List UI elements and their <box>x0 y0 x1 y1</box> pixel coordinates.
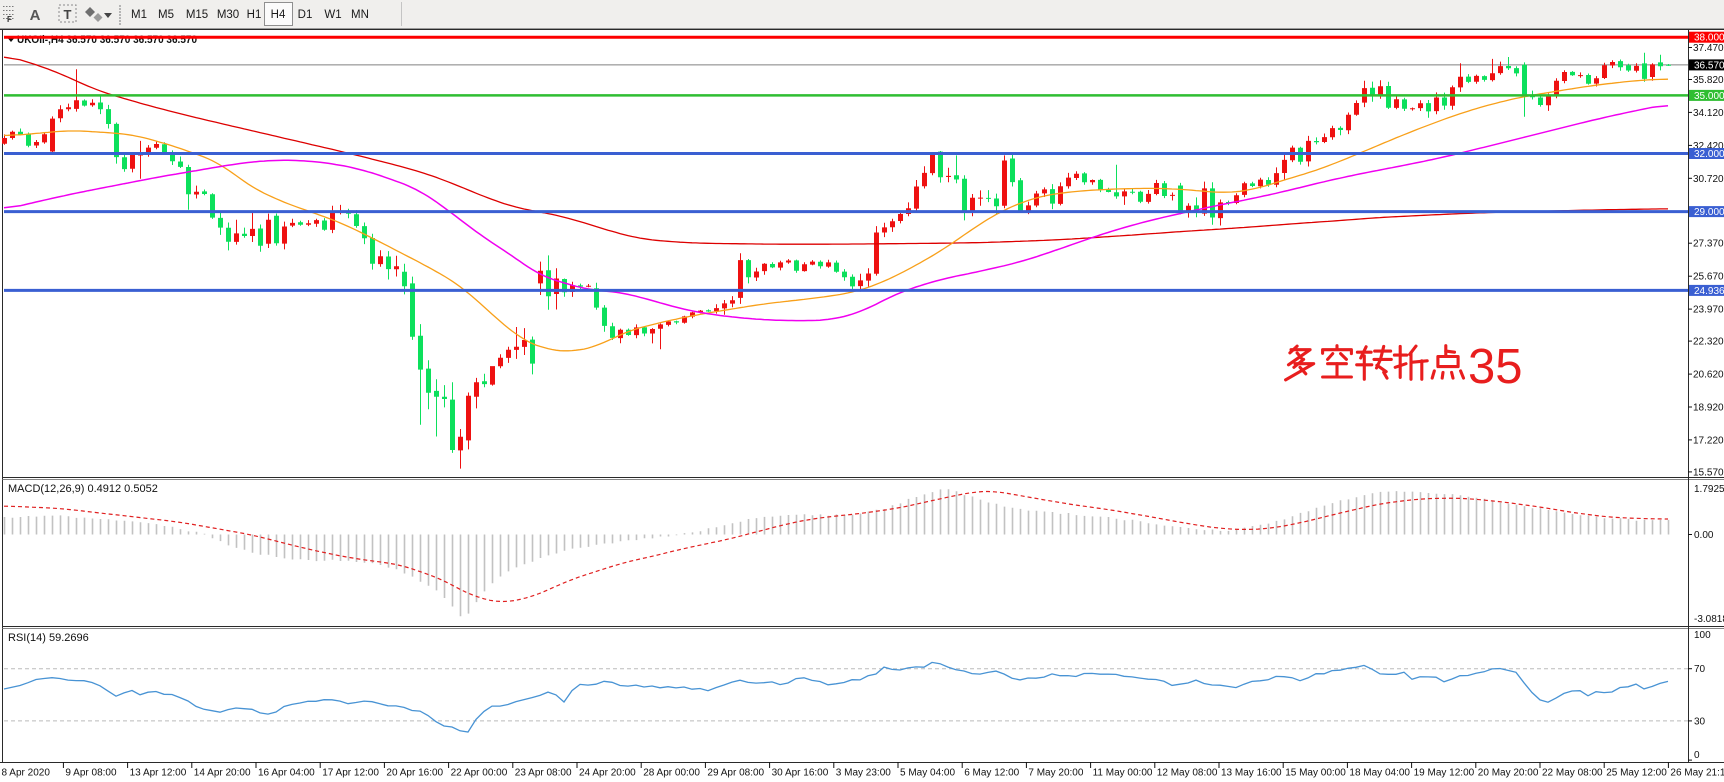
svg-text:24.936: 24.936 <box>1694 286 1724 297</box>
svg-text:20.620: 20.620 <box>1693 370 1724 381</box>
svg-text:17.220: 17.220 <box>1693 435 1724 446</box>
svg-text:MACD(12,26,9) 0.4912 0.5052: MACD(12,26,9) 0.4912 0.5052 <box>8 483 158 495</box>
svg-text:100: 100 <box>1694 630 1711 641</box>
svg-text:30: 30 <box>1694 716 1706 727</box>
svg-text:18.920: 18.920 <box>1693 403 1724 414</box>
svg-text:W1: W1 <box>324 9 341 21</box>
svg-text:70: 70 <box>1694 664 1706 675</box>
svg-text:A: A <box>30 7 41 24</box>
svg-text:M30: M30 <box>217 9 239 21</box>
svg-text:22 Apr 00:00: 22 Apr 00:00 <box>451 768 508 779</box>
svg-text:9 Apr 08:00: 9 Apr 08:00 <box>65 768 117 779</box>
svg-text:37.470: 37.470 <box>1693 43 1724 54</box>
svg-text:25 May 12:00: 25 May 12:00 <box>1606 768 1667 779</box>
svg-text:M1: M1 <box>131 9 147 21</box>
svg-text:0: 0 <box>1694 750 1700 761</box>
svg-text:23 Apr 08:00: 23 Apr 08:00 <box>515 768 572 779</box>
svg-text:6 May 12:00: 6 May 12:00 <box>964 768 1019 779</box>
svg-text:12 May 08:00: 12 May 08:00 <box>1157 768 1218 779</box>
svg-text:D1: D1 <box>298 9 313 21</box>
svg-text:H1: H1 <box>247 9 262 21</box>
svg-text:13 Apr 12:00: 13 Apr 12:00 <box>130 768 187 779</box>
svg-text:15 May 00:00: 15 May 00:00 <box>1285 768 1346 779</box>
svg-text:35.820: 35.820 <box>1693 75 1724 86</box>
svg-text:26 May 21:15: 26 May 21:15 <box>1670 768 1724 779</box>
svg-text:36.570: 36.570 <box>1694 60 1724 71</box>
svg-text:T: T <box>64 7 72 22</box>
svg-text:35: 35 <box>1468 340 1523 394</box>
svg-text:22.320: 22.320 <box>1693 337 1724 348</box>
svg-text:F: F <box>7 15 12 24</box>
svg-text:25.670: 25.670 <box>1693 272 1724 283</box>
svg-text:3 May 23:00: 3 May 23:00 <box>836 768 891 779</box>
svg-text:RSI(14) 59.2696: RSI(14) 59.2696 <box>8 632 89 644</box>
svg-text:M5: M5 <box>158 9 174 21</box>
svg-text:19 May 12:00: 19 May 12:00 <box>1414 768 1475 779</box>
svg-text:20 Apr 16:00: 20 Apr 16:00 <box>386 768 443 779</box>
svg-text:34.120: 34.120 <box>1693 108 1724 119</box>
svg-text:11 May 00:00: 11 May 00:00 <box>1093 768 1153 779</box>
svg-text:22 May 08:00: 22 May 08:00 <box>1542 768 1603 779</box>
svg-text:M15: M15 <box>186 9 208 21</box>
svg-text:8 Apr 2020: 8 Apr 2020 <box>2 768 51 779</box>
svg-text:18 May 04:00: 18 May 04:00 <box>1349 768 1410 779</box>
svg-text:-3.0818: -3.0818 <box>1694 614 1724 625</box>
svg-text:5 May 04:00: 5 May 04:00 <box>900 768 955 779</box>
svg-text:MN: MN <box>351 9 369 21</box>
svg-text:35.000: 35.000 <box>1694 91 1724 102</box>
svg-text:7 May 20:00: 7 May 20:00 <box>1028 768 1083 779</box>
svg-text:0.00: 0.00 <box>1694 530 1714 541</box>
svg-text:15.570: 15.570 <box>1693 467 1724 478</box>
svg-text:17 Apr 12:00: 17 Apr 12:00 <box>322 768 379 779</box>
svg-text:29.000: 29.000 <box>1694 207 1724 218</box>
svg-text:30.720: 30.720 <box>1693 174 1724 185</box>
svg-text:38.000: 38.000 <box>1694 33 1724 44</box>
svg-text:30 Apr 16:00: 30 Apr 16:00 <box>772 768 829 779</box>
svg-text:20 May 20:00: 20 May 20:00 <box>1478 768 1539 779</box>
svg-text:13 May 16:00: 13 May 16:00 <box>1221 768 1282 779</box>
svg-text:29 Apr 08:00: 29 Apr 08:00 <box>707 768 764 779</box>
svg-text:H4: H4 <box>271 9 286 21</box>
svg-text:32.420: 32.420 <box>1693 141 1724 152</box>
svg-text:32.000: 32.000 <box>1694 149 1724 160</box>
svg-text:14 Apr 20:00: 14 Apr 20:00 <box>194 768 251 779</box>
svg-text:23.970: 23.970 <box>1693 305 1724 316</box>
svg-text:24 Apr 20:00: 24 Apr 20:00 <box>579 768 636 779</box>
svg-text:28 Apr 00:00: 28 Apr 00:00 <box>643 768 700 779</box>
svg-text:27.370: 27.370 <box>1693 239 1724 250</box>
svg-text:1.7925: 1.7925 <box>1694 484 1724 495</box>
svg-text:16 Apr 04:00: 16 Apr 04:00 <box>258 768 315 779</box>
